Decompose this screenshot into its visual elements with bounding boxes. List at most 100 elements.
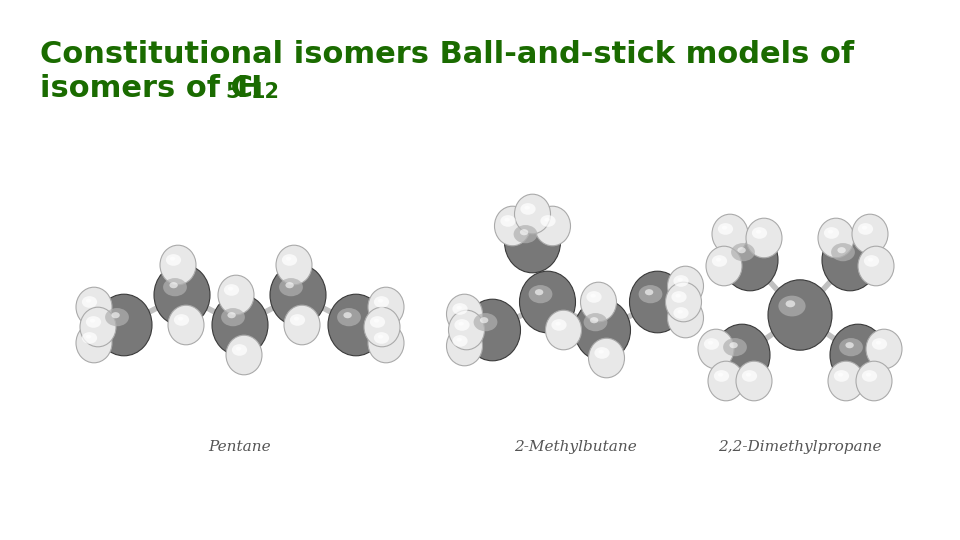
Ellipse shape [822, 229, 878, 291]
Ellipse shape [236, 347, 241, 350]
Ellipse shape [876, 341, 881, 345]
Ellipse shape [737, 247, 746, 253]
Ellipse shape [90, 319, 95, 323]
Ellipse shape [551, 319, 566, 331]
Ellipse shape [866, 373, 872, 377]
Ellipse shape [168, 305, 204, 345]
Ellipse shape [448, 310, 485, 350]
Ellipse shape [839, 338, 863, 356]
Ellipse shape [169, 282, 178, 288]
Ellipse shape [82, 332, 97, 344]
Ellipse shape [520, 203, 536, 215]
Ellipse shape [378, 335, 383, 339]
Ellipse shape [594, 347, 610, 359]
Ellipse shape [218, 275, 254, 315]
Ellipse shape [368, 323, 404, 363]
Ellipse shape [212, 294, 268, 356]
Ellipse shape [494, 206, 531, 246]
Ellipse shape [228, 312, 236, 318]
Ellipse shape [712, 255, 727, 267]
Ellipse shape [368, 287, 404, 327]
Ellipse shape [667, 298, 704, 338]
Text: 2,2-Dimethylpropane: 2,2-Dimethylpropane [718, 440, 881, 454]
Ellipse shape [290, 314, 305, 326]
Ellipse shape [714, 370, 730, 382]
Ellipse shape [665, 282, 702, 322]
Ellipse shape [163, 278, 187, 296]
Ellipse shape [714, 324, 770, 386]
Ellipse shape [862, 370, 877, 382]
Ellipse shape [706, 246, 742, 286]
Ellipse shape [630, 271, 685, 333]
Text: isomers of C: isomers of C [40, 74, 253, 103]
Ellipse shape [454, 319, 469, 331]
Ellipse shape [858, 246, 894, 286]
Ellipse shape [344, 312, 351, 318]
Ellipse shape [514, 225, 538, 243]
Ellipse shape [667, 266, 704, 306]
Ellipse shape [364, 307, 400, 347]
Ellipse shape [373, 319, 379, 323]
Text: Pentane: Pentane [208, 440, 272, 454]
Ellipse shape [76, 287, 112, 327]
Ellipse shape [556, 322, 561, 326]
Ellipse shape [505, 211, 561, 273]
Ellipse shape [500, 215, 516, 227]
Ellipse shape [866, 329, 902, 369]
Ellipse shape [678, 278, 683, 282]
Ellipse shape [154, 264, 210, 326]
Ellipse shape [856, 361, 892, 401]
Ellipse shape [742, 370, 757, 382]
Ellipse shape [834, 370, 850, 382]
Ellipse shape [846, 342, 853, 348]
Ellipse shape [589, 317, 598, 323]
Ellipse shape [465, 299, 520, 361]
Ellipse shape [544, 218, 550, 222]
Ellipse shape [584, 313, 608, 331]
Ellipse shape [96, 294, 152, 356]
Ellipse shape [736, 361, 772, 401]
Ellipse shape [746, 218, 782, 258]
Ellipse shape [712, 214, 748, 254]
Ellipse shape [574, 299, 631, 361]
Ellipse shape [232, 344, 247, 356]
Text: Constitutional isomers Ball-and-stick models of: Constitutional isomers Ball-and-stick mo… [40, 40, 854, 69]
Ellipse shape [279, 278, 303, 296]
Ellipse shape [473, 313, 497, 331]
Ellipse shape [779, 295, 805, 316]
Ellipse shape [166, 254, 181, 266]
Ellipse shape [85, 316, 101, 328]
Ellipse shape [838, 373, 843, 377]
Ellipse shape [837, 247, 846, 253]
Ellipse shape [370, 316, 385, 328]
Ellipse shape [452, 335, 468, 347]
Ellipse shape [673, 307, 688, 319]
Ellipse shape [452, 303, 468, 315]
Ellipse shape [111, 312, 120, 318]
Ellipse shape [286, 256, 291, 261]
Ellipse shape [221, 308, 245, 326]
Ellipse shape [456, 306, 462, 309]
Ellipse shape [598, 350, 604, 354]
Ellipse shape [824, 227, 839, 239]
Ellipse shape [858, 223, 874, 235]
Ellipse shape [718, 373, 723, 377]
Ellipse shape [831, 243, 855, 261]
Ellipse shape [328, 294, 384, 356]
Ellipse shape [80, 307, 116, 347]
Ellipse shape [294, 317, 300, 321]
Ellipse shape [520, 229, 528, 235]
Ellipse shape [587, 291, 602, 303]
Ellipse shape [228, 287, 233, 291]
Ellipse shape [373, 332, 389, 344]
Ellipse shape [85, 299, 91, 303]
Ellipse shape [746, 373, 752, 377]
Text: 5: 5 [225, 82, 240, 102]
Ellipse shape [540, 215, 556, 227]
Ellipse shape [868, 258, 874, 262]
Ellipse shape [872, 338, 887, 350]
Ellipse shape [718, 223, 733, 235]
Ellipse shape [704, 338, 719, 350]
Ellipse shape [730, 342, 738, 348]
Ellipse shape [752, 227, 767, 239]
